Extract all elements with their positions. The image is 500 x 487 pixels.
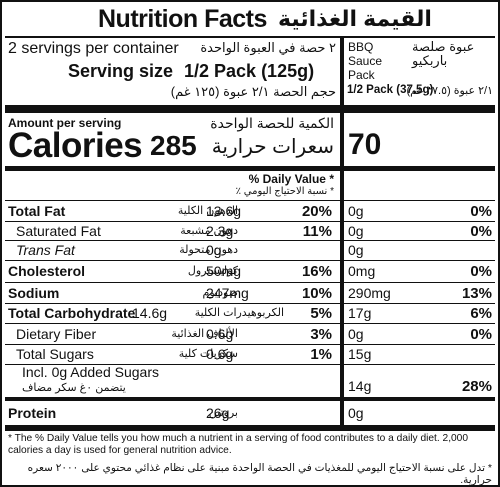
extra-amount: 0g	[348, 405, 364, 421]
serving-size-value: 1/2 Pack (125g)	[184, 61, 315, 81]
nutrient-amount: 247mg	[206, 285, 249, 301]
calories-label-en: Calories	[8, 126, 143, 165]
row-divider	[5, 344, 495, 345]
nutrient-label-ar: سكريات كلية	[178, 348, 238, 360]
nutrient-label-en: Cholesterol	[8, 263, 86, 279]
nutrient-amount: 0g	[206, 242, 222, 258]
nutrient-amount: 13.6g	[206, 203, 242, 219]
extra-dv: 0%	[470, 223, 492, 240]
amount-per-serving-ar: الكمية للحصة الواحدة	[210, 115, 334, 131]
footnote-en: * The % Daily Value tells you how much a…	[8, 433, 469, 456]
extra-amount: 14g	[348, 378, 372, 394]
extra-serving-ar: ٢/١ عبوة (٣٧.٥ غم)	[406, 85, 493, 97]
nutrient-dv: 3%	[310, 326, 332, 343]
nutrient-amount: 0.6g	[206, 346, 234, 362]
extra-amount: 0g	[348, 223, 364, 239]
nutrient-amount: 26g	[206, 405, 230, 421]
rule-thick-1	[5, 105, 495, 113]
row-divider	[5, 221, 495, 222]
nutrient-label-ar: كوليسترول	[187, 265, 238, 277]
nutrient-label-en: Incl. 0g Added Sugars	[22, 364, 159, 380]
title-ar: القيمة الغذائية	[278, 6, 432, 31]
nutrient-dv: 1%	[310, 346, 332, 363]
nutrient-label-ar: الألياف الغذائية	[171, 328, 238, 340]
nutrient-label-en: Total Sugars	[16, 346, 94, 362]
nutrient-label-en: Total Carbohydrate	[8, 305, 136, 321]
nutrient-dv: 5%	[310, 305, 332, 322]
nutrient-amount: 0.6g	[206, 326, 234, 342]
nutrient-label-ar: الكربوهيدرات الكلية	[194, 307, 284, 319]
footnote-ar: * تدل على نسبة الاحتياج اليومي للمغذيات …	[27, 462, 492, 486]
nutrient-label-ar: دهون مشبعة	[180, 225, 238, 237]
extra-amount: 0g	[348, 242, 364, 258]
nutrient-label-en: Sodium	[8, 285, 60, 301]
nutrient-amount: 2.3g	[206, 223, 234, 239]
nutrient-label-ar: يتضمن ٠غ سكر مضاف	[22, 382, 126, 394]
nutrient-label-ar: بروتين	[208, 407, 238, 419]
serving-size-label: Serving size	[68, 61, 174, 81]
nutrient-label-en: Dietary Fiber	[16, 326, 97, 342]
extra-amount: 0mg	[348, 263, 376, 279]
calories-label-ar: سعرات حرارية	[211, 136, 334, 158]
row-divider	[5, 260, 495, 261]
extra-dv: 13%	[461, 285, 492, 302]
rule-thick-3	[5, 425, 495, 431]
calories-value: 285	[150, 130, 197, 161]
column-divider	[340, 38, 344, 431]
dv-header-ar: * نسبة الاحتياج اليومي ٪	[235, 186, 334, 197]
row-divider	[5, 397, 495, 401]
amount-per-serving-en: Amount per serving	[8, 116, 122, 130]
row-divider	[5, 303, 495, 304]
nutrient-label-en: Protein	[8, 405, 57, 421]
nutrient-label-ar: صوديوم	[202, 287, 238, 299]
nutrient-label-en: Trans Fat	[16, 242, 75, 258]
nutrient-label-ar: الدهون الكلية	[177, 205, 238, 217]
rule-thick-2	[5, 166, 495, 171]
nutrient-label-ar: دهون متحولة	[179, 244, 238, 256]
nutrient-amount: 50mg	[206, 263, 242, 279]
extra-dv: 0%	[470, 203, 492, 220]
row-divider	[5, 282, 495, 283]
extra-amount: 290mg	[348, 285, 391, 301]
servings-en: 2 servings per container	[8, 40, 179, 57]
nutrient-dv: 16%	[301, 263, 332, 280]
title-en: Nutrition Facts	[98, 5, 267, 33]
nutrient-dv: 20%	[301, 203, 332, 220]
extra-dv: 0%	[470, 263, 492, 280]
extra-serving-en: 1/2 Pack (37.5g)	[347, 84, 434, 96]
rule-dv	[5, 200, 495, 201]
nutrient-amount: 14.6g	[132, 305, 168, 321]
nutrient-label-en: Total Fat	[8, 203, 66, 219]
extra-col-title-ar: عبوة صلصة باربكيو	[412, 39, 475, 68]
row-divider	[5, 323, 495, 324]
extra-amount: 0g	[348, 203, 364, 219]
nutrient-label-en: Saturated Fat	[16, 223, 101, 239]
rule-top	[5, 36, 495, 38]
extra-dv: 6%	[470, 305, 492, 322]
row-divider	[5, 364, 495, 365]
row-divider	[5, 240, 495, 241]
extra-col-title-en: BBQ Sauce Pack	[348, 40, 383, 82]
nutrient-dv: 10%	[301, 285, 332, 302]
extra-amount: 0g	[348, 326, 364, 342]
extra-dv: 0%	[470, 326, 492, 343]
extra-dv: 28%	[461, 378, 492, 395]
servings-ar: ٢ حصة في العبوة الواحدة	[200, 40, 336, 55]
serving-size-ar: حجم الحصة ٢/١ عبوة (١٢٥ غم)	[170, 84, 336, 99]
nutrient-dv: 11%	[302, 223, 332, 240]
extra-amount: 17g	[348, 305, 372, 321]
extra-calories-value: 70	[348, 128, 382, 161]
dv-header-en: % Daily Value *	[248, 172, 334, 186]
extra-amount: 15g	[348, 346, 372, 362]
